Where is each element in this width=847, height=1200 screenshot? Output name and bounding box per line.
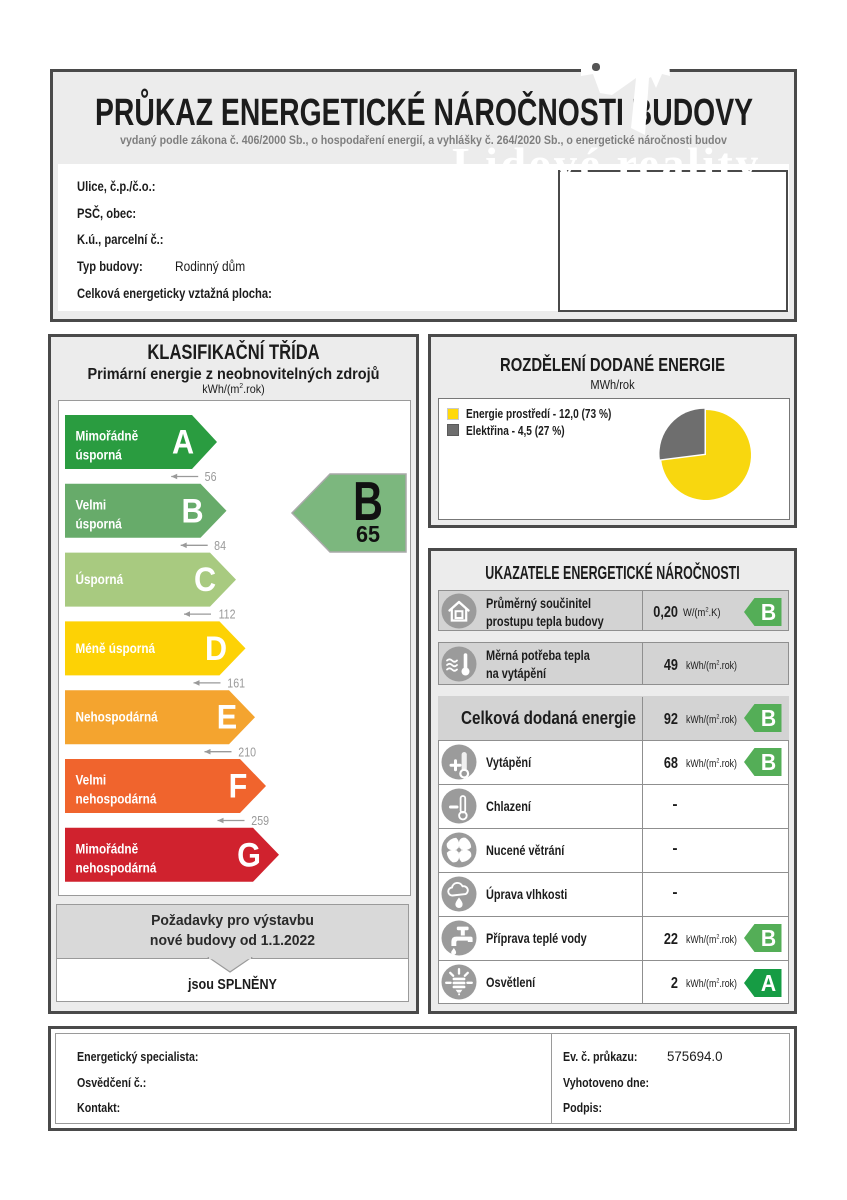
svg-text:210: 210 xyxy=(238,746,256,760)
svg-text:E: E xyxy=(217,698,237,736)
svg-text:56: 56 xyxy=(205,470,217,484)
svg-text:B: B xyxy=(761,705,776,731)
svg-text:úsporná: úsporná xyxy=(76,515,123,531)
svg-text:Méně úsporná: Méně úsporná xyxy=(76,640,156,656)
svg-text:C: C xyxy=(194,561,216,599)
svg-text:84: 84 xyxy=(214,539,226,553)
svg-text:D: D xyxy=(205,629,227,667)
svg-text:B: B xyxy=(761,599,776,625)
svg-text:B: B xyxy=(761,925,776,951)
svg-text:Mimořádně: Mimořádně xyxy=(76,840,139,856)
svg-text:nehospodárná: nehospodárná xyxy=(76,791,158,807)
svg-text:B: B xyxy=(761,749,776,775)
svg-text:Úsporná: Úsporná xyxy=(76,571,124,587)
svg-text:B: B xyxy=(353,471,383,532)
svg-text:161: 161 xyxy=(227,677,245,691)
svg-text:65: 65 xyxy=(356,521,380,547)
svg-text:úsporná: úsporná xyxy=(76,447,123,463)
svg-text:Mimořádně: Mimořádně xyxy=(76,428,139,444)
svg-text:259: 259 xyxy=(251,814,269,828)
svg-text:Velmi: Velmi xyxy=(76,772,107,788)
svg-text:A: A xyxy=(761,970,776,996)
svg-text:Velmi: Velmi xyxy=(76,496,107,512)
svg-text:A: A xyxy=(172,423,194,461)
svg-text:nehospodárná: nehospodárná xyxy=(76,859,158,875)
svg-text:Nehospodárná: Nehospodárná xyxy=(76,709,159,725)
svg-text:B: B xyxy=(181,492,203,530)
svg-text:F: F xyxy=(229,767,248,805)
svg-text:G: G xyxy=(237,836,261,874)
svg-text:112: 112 xyxy=(219,608,236,622)
